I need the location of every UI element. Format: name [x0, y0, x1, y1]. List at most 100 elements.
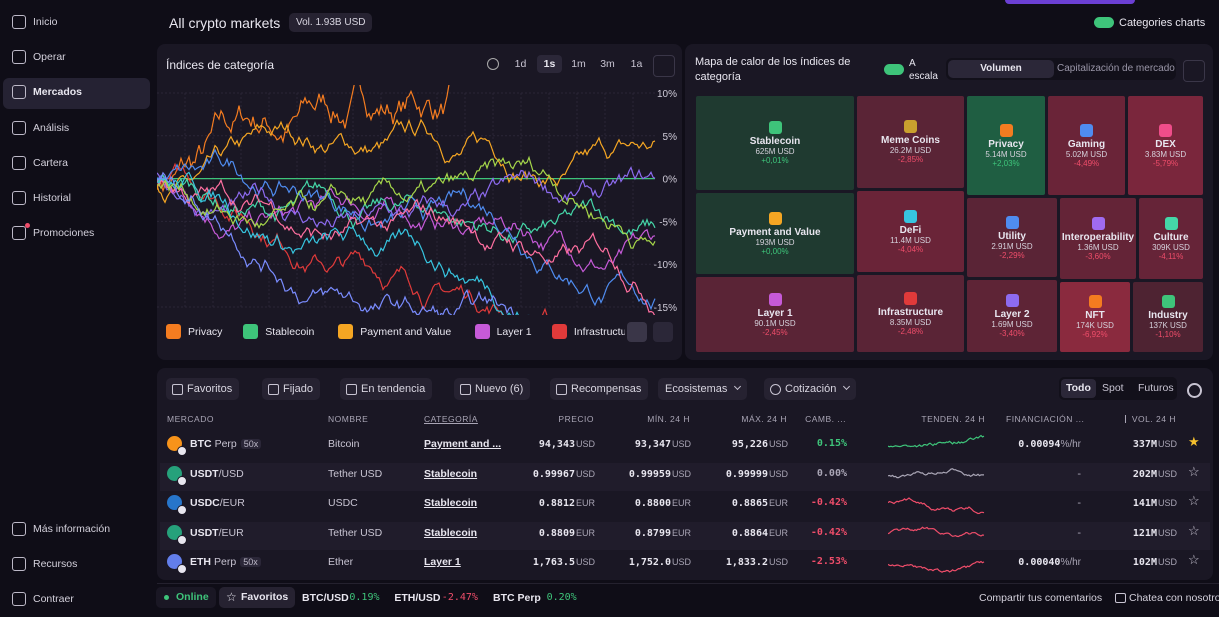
nav-item[interactable]: Cartera — [33, 156, 69, 169]
tile-icon — [904, 209, 917, 223]
heatmap-tile[interactable]: Infrastructure 8.35M USD -2,48% — [857, 275, 964, 352]
range-button[interactable]: 3m — [600, 58, 615, 70]
high: 0.8864EUR — [732, 527, 788, 539]
market[interactable]: USDT/EUR — [190, 527, 244, 539]
market[interactable]: ETH Perp 50x — [190, 556, 261, 568]
heatmap-tile[interactable]: Privacy 5.14M USD +2,03% — [967, 96, 1045, 195]
column-header[interactable]: TENDEN. 24 H — [921, 414, 985, 424]
tile-change: -2,29% — [999, 250, 1025, 260]
market[interactable]: USDT/USD — [190, 468, 244, 480]
ticker-pair[interactable]: ETH/USD — [394, 592, 441, 604]
favorite-star[interactable]: ☆ — [1188, 493, 1200, 508]
heatmap-tile[interactable]: DeFi 11.4M USD -4,04% — [857, 191, 964, 272]
sparkline-line — [888, 497, 985, 515]
heatmap-tile[interactable]: Meme Coins 26.2M USD -2,85% — [857, 96, 964, 188]
feedback-link[interactable]: Compartir tus comentarios — [979, 592, 1103, 604]
column-header[interactable]: CATEGORÍA — [424, 414, 478, 424]
help-icon[interactable] — [487, 58, 499, 70]
legend-label[interactable]: Stablecoin — [265, 326, 315, 338]
nav-item[interactable]: Promociones — [33, 227, 95, 240]
range-button[interactable]: 1a — [630, 58, 643, 70]
tile-volume: 625M USD — [755, 147, 795, 156]
nav-item[interactable]: Historial — [33, 192, 71, 204]
heatmap-tile[interactable]: DEX 3.83M USD -5,79% — [1128, 96, 1203, 195]
tile-name: Layer 2 — [994, 309, 1030, 320]
nav-item[interactable]: Operar — [33, 51, 66, 64]
expand-button[interactable] — [653, 55, 675, 77]
settings-icon[interactable] — [1187, 383, 1202, 398]
heatmap-tile[interactable]: Interoperability 1.36M USD -3,60% — [1060, 198, 1136, 279]
favorite-star[interactable]: ☆ — [1188, 552, 1200, 567]
heatmap-tile[interactable]: Gaming 5.02M USD -4,49% — [1048, 96, 1125, 195]
top-button[interactable] — [1005, 0, 1135, 4]
price-currency: USD — [575, 439, 595, 449]
legend-label[interactable]: Layer 1 — [496, 326, 532, 338]
category-link[interactable]: Layer 1 — [424, 556, 461, 568]
category-link[interactable]: Stablecoin — [424, 526, 478, 539]
range-button[interactable]: 1m — [571, 58, 586, 70]
favorite-star[interactable]: ☆ — [1188, 463, 1200, 479]
category-link[interactable]: Payment and ... — [424, 438, 502, 450]
volume-value: 102M — [1132, 557, 1157, 568]
filter-chip[interactable]: Fijado — [262, 378, 320, 400]
filter-chip[interactable]: Favoritos — [166, 378, 240, 400]
nav-item[interactable]: Mercados — [33, 86, 83, 99]
nav-item[interactable]: Inicio — [33, 16, 58, 28]
dropdown[interactable]: Ecosistemas — [658, 378, 748, 400]
legend-label[interactable]: Infrastructure — [573, 326, 625, 338]
filter-chip[interactable]: Nuevo (6) — [454, 378, 531, 400]
heatmap-tile[interactable]: Culture 309K USD -4,11% — [1139, 198, 1203, 279]
ticker-pair[interactable]: BTC/USD — [302, 592, 349, 604]
dropdown[interactable]: Cotización — [764, 378, 857, 400]
legend-close[interactable] — [653, 322, 673, 342]
type-tab[interactable]: Todo — [1061, 379, 1096, 398]
filter-chip[interactable]: Recompensas — [550, 378, 649, 400]
scale-toggle[interactable] — [884, 64, 904, 75]
ticker-pair[interactable]: BTC Perp — [493, 592, 541, 604]
column-header[interactable]: MÍN. 24 H — [647, 414, 690, 424]
column-header[interactable]: MÁX. 24 H — [741, 414, 787, 424]
quote: /EUR — [218, 526, 244, 539]
nav-item[interactable]: Contraer — [33, 593, 74, 605]
asset-name: Tether USD — [328, 467, 383, 480]
type-tab[interactable]: Spot — [1102, 382, 1124, 394]
legend-label[interactable]: Privacy — [188, 326, 223, 338]
sparkline — [888, 526, 985, 537]
toggle[interactable] — [1094, 17, 1114, 28]
column-header[interactable]: CAMB. ... — [805, 414, 846, 424]
low-currency: USD — [671, 439, 691, 449]
category-link[interactable]: Stablecoin — [424, 467, 478, 480]
tab[interactable]: Volumen — [948, 60, 1054, 78]
heatmap-tile[interactable]: Payment and Value 193M USD +0,00% — [696, 193, 854, 274]
favorite-star[interactable]: ☆ — [1188, 522, 1200, 538]
heatmap-tile[interactable]: Layer 2 1.69M USD -3,40% — [967, 280, 1057, 352]
chat-link[interactable]: Chatea con nosotros — [1129, 592, 1219, 604]
market[interactable]: BTC Perp 50x — [190, 438, 262, 450]
heatmap-tile[interactable]: Stablecoin 625M USD +0,01% — [696, 96, 854, 190]
heatmap-tile[interactable]: Industry 137K USD -1,10% — [1133, 282, 1203, 352]
tab[interactable]: Capitalización de mercado — [1057, 63, 1175, 74]
column-header[interactable]: FINANCIACIÓN ... — [1006, 414, 1085, 424]
filter-chip[interactable]: En tendencia — [340, 378, 433, 400]
heatmap-tile[interactable]: NFT 174K USD -6,92% — [1060, 282, 1130, 352]
favorite-star[interactable]: ★ — [1188, 434, 1200, 449]
heatmap-tile[interactable]: Utility 2.91M USD -2,29% — [967, 198, 1057, 277]
heatmap-tile[interactable]: Layer 1 90.1M USD -2,45% — [696, 277, 854, 352]
column-header[interactable]: PRECIO — [558, 414, 594, 424]
legend-swatch — [166, 324, 181, 339]
nav-item[interactable]: Más información — [33, 523, 111, 535]
column-header[interactable]: VOL. 24 H — [1131, 414, 1176, 424]
favorites-button[interactable]: Favoritos — [219, 587, 296, 608]
range-button[interactable]: 1s — [537, 55, 562, 73]
legend-swatch — [243, 324, 259, 339]
expand-button[interactable] — [1183, 60, 1205, 82]
type-tab[interactable]: Futuros — [1138, 382, 1174, 394]
sparkline — [888, 560, 985, 573]
legend-next[interactable] — [627, 322, 647, 342]
category-link[interactable]: Stablecoin — [424, 497, 478, 509]
market[interactable]: USDC/EUR — [190, 497, 245, 509]
range-button[interactable]: 1d — [514, 58, 527, 70]
nav-item[interactable]: Análisis — [33, 121, 70, 134]
nav-item[interactable]: Recursos — [33, 558, 78, 570]
legend-label[interactable]: Payment and Value — [360, 326, 452, 338]
